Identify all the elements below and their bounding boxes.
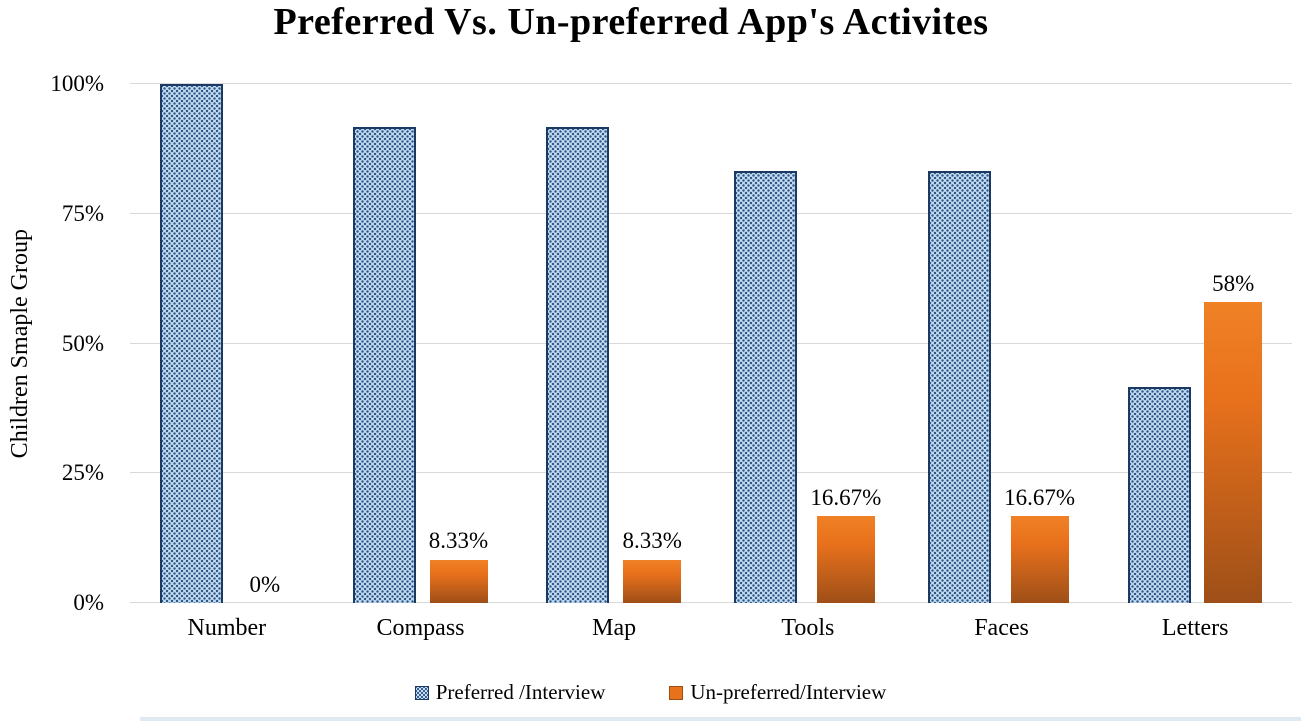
- category-label: Map: [592, 615, 637, 641]
- y-tick-label: 0%: [73, 590, 104, 615]
- legend-label: Un-preferred/Interview: [690, 680, 887, 704]
- gridline: [130, 83, 1292, 84]
- unpreferred-bar: [816, 516, 875, 603]
- bar-column: 8.33%: [622, 84, 682, 603]
- legend-label: Preferred /Interview: [435, 680, 606, 704]
- preferred-bar: [1128, 386, 1192, 603]
- bar-value-label: 8.33%: [622, 528, 682, 554]
- preferred-bar: [734, 170, 798, 603]
- bars-row: 0% 8.33% 8.33% 16.67% 16.67% 58%: [130, 84, 1292, 603]
- gridline: [130, 212, 1292, 214]
- unpreferred-bar: [1010, 516, 1069, 603]
- bar-column: 8.33%: [429, 84, 488, 603]
- y-tick-label: 25%: [61, 460, 104, 486]
- gridline: [130, 342, 1292, 344]
- bar-column: 16.67%: [810, 84, 881, 603]
- legend-item-unpreferred: Un-preferred/Interview: [669, 680, 886, 705]
- bar-value-label: 16.67%: [810, 485, 882, 511]
- y-tick-label: 50%: [61, 330, 104, 356]
- unpreferred-bar: [429, 559, 488, 603]
- legend-item-preferred: Preferred /Interview: [414, 680, 606, 705]
- bar-group: 16.67%: [711, 84, 905, 603]
- bar-column: [928, 84, 992, 603]
- bar-column: [352, 84, 416, 603]
- bar-group: 16.67%: [905, 84, 1099, 603]
- preferred-bar: [546, 127, 610, 603]
- category-label: Letters: [1161, 615, 1229, 641]
- chart-title: Preferred Vs. Un-preferred App's Activit…: [273, 1, 989, 43]
- bar-value-label: 58%: [1212, 270, 1255, 296]
- bar-group: 8.33%: [517, 84, 711, 603]
- bar-column: [1128, 84, 1192, 603]
- legend-swatch-unpreferred: [669, 685, 684, 700]
- legend-swatch-preferred: [414, 685, 429, 700]
- category-label: Faces: [974, 615, 1029, 641]
- bar-group: 58%: [1098, 84, 1292, 603]
- bar-column: 0%: [236, 84, 294, 603]
- gridline: [130, 602, 1292, 603]
- bar-column: [546, 84, 610, 603]
- bar-group: 8.33%: [324, 84, 518, 603]
- y-tick-label: 100%: [50, 71, 104, 96]
- bar-column: 58%: [1204, 84, 1263, 603]
- category-label: Compass: [376, 615, 465, 641]
- bar-column: 16.67%: [1004, 84, 1075, 603]
- bar-column: [159, 84, 223, 603]
- category-label: Tools: [781, 615, 835, 641]
- bar-group: 0%: [130, 84, 324, 603]
- preferred-bar: [928, 170, 992, 603]
- bar-value-label: 16.67%: [1004, 485, 1075, 511]
- bar-value-label: 8.33%: [428, 528, 489, 554]
- unpreferred-bar: [1204, 301, 1263, 603]
- legend: Preferred /Interview Un-preferred/Intervi…: [0, 680, 1301, 705]
- bar-column: [734, 84, 798, 603]
- bar-value-label: 0%: [249, 571, 281, 597]
- x-axis-category-labels: Number Compass Map Tools Faces Letters: [130, 615, 1292, 642]
- unpreferred-bar: [623, 559, 682, 603]
- bottom-edge-strip: [140, 717, 1301, 721]
- y-tick-label: 75%: [61, 200, 104, 226]
- gridline: [130, 472, 1292, 474]
- plot-area: 0% 8.33% 8.33% 16.67% 16.67% 58%: [130, 83, 1292, 603]
- preferred-bar: [352, 127, 416, 603]
- category-label: Number: [187, 615, 267, 641]
- preferred-bar: [159, 84, 223, 603]
